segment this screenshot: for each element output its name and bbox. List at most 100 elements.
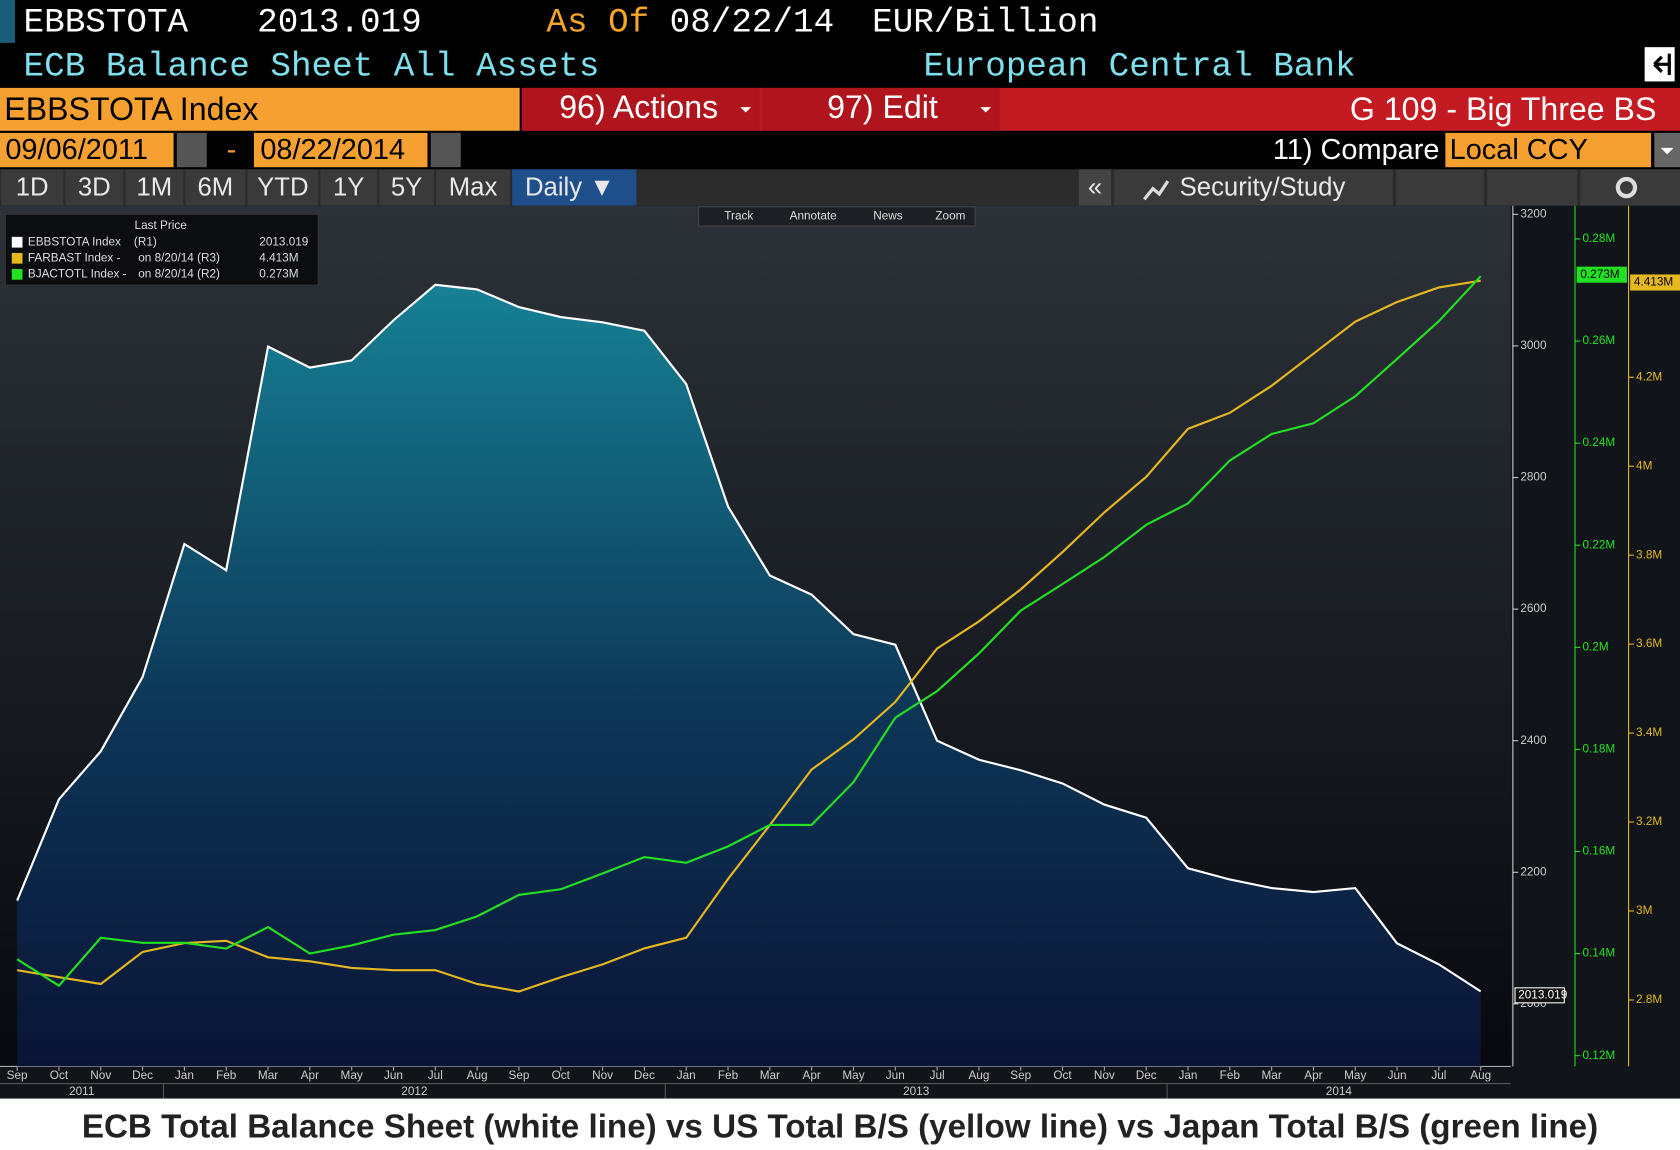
tick-label: 0.16M (1583, 845, 1616, 858)
x-tick-label: Jun (886, 1069, 905, 1082)
year-label: 2014 (1326, 1085, 1353, 1098)
legend-name: BJACTOTL Index - (28, 267, 127, 280)
start-date: 09/06/2011 (5, 134, 148, 166)
start-date-field[interactable] (0, 132, 174, 168)
compare[interactable]: 11) Compare (1273, 134, 1440, 166)
collapse: « (1088, 173, 1102, 201)
period-label: 1Y (333, 173, 364, 201)
x-tick-label: Jun (1388, 1069, 1407, 1082)
tick-label: 0.18M (1583, 743, 1616, 756)
tool-button[interactable]: Zoom (935, 210, 965, 223)
tick-label: 3000 (1520, 339, 1547, 352)
x-tick-label: Nov (592, 1069, 613, 1082)
tick-label: 0.2M (1583, 640, 1609, 653)
period-button[interactable] (247, 169, 319, 206)
tick-label: 2200 (1520, 865, 1547, 878)
last-price-badge (1630, 274, 1680, 291)
period-button[interactable] (185, 169, 246, 206)
x-tick-label: Oct (50, 1069, 69, 1082)
gear-icon (1615, 176, 1638, 199)
tool-button[interactable]: News (873, 210, 903, 223)
tool-button[interactable]: Track (724, 210, 753, 223)
year-label: 2011 (69, 1085, 94, 1098)
x-tick-label: Feb (216, 1069, 237, 1082)
legend-note: on 8/20/14 (R2) (138, 267, 220, 280)
period-button[interactable] (1, 169, 64, 206)
year-label: 2012 (401, 1085, 427, 1098)
frequency: Daily ▼ (525, 173, 615, 201)
period-button[interactable] (125, 169, 184, 206)
collapse-button[interactable] (1078, 169, 1112, 206)
tick-label: 2800 (1520, 471, 1547, 484)
export-icon[interactable] (1644, 47, 1675, 82)
x-tick-label: Mar (258, 1069, 278, 1082)
x-tick-label: Feb (1220, 1069, 1241, 1082)
date-separator: - (227, 134, 237, 166)
tick-label: 4M (1636, 459, 1652, 472)
legend-swatch (11, 236, 23, 248)
end-date-field[interactable] (253, 132, 428, 168)
x-tick-label: Nov (90, 1069, 111, 1082)
tick-label: 0.28M (1583, 232, 1616, 245)
caption: ECB Total Balance Sheet (white line) vs … (82, 1108, 1598, 1145)
period-button[interactable] (65, 169, 124, 206)
tick-label: 3.2M (1636, 815, 1662, 828)
price: 2013.019 (257, 4, 422, 43)
currency: Local CCY (1450, 134, 1588, 166)
x-tick-label: Feb (718, 1069, 739, 1082)
x-tick-label: Aug (467, 1069, 488, 1082)
actions-button[interactable] (521, 87, 760, 131)
icon-button[interactable] (1396, 169, 1484, 206)
tick-label: 0.22M (1583, 538, 1616, 551)
security: EBBSTOTA Index (4, 91, 258, 127)
x-tick-label: Apr (1304, 1069, 1322, 1082)
tick-label: 0.24M (1583, 436, 1616, 449)
settings-button[interactable] (1580, 169, 1680, 206)
calendar-icon[interactable] (430, 132, 461, 168)
dropdown-arrow (1660, 147, 1674, 155)
x-tick-label: Jul (1431, 1069, 1446, 1082)
period-button[interactable] (320, 169, 378, 206)
line (16, 283, 1482, 993)
icon-button[interactable] (1487, 169, 1578, 206)
period-label: 1M (136, 173, 172, 201)
tick-label: 3.4M (1636, 726, 1662, 739)
dropdown-arrow (740, 107, 752, 113)
x-tick-label: Aug (968, 1069, 989, 1082)
legend-value: 2013.019 (259, 235, 308, 248)
x-tick-label: Oct (1053, 1069, 1072, 1082)
edit: 97) Edit (827, 89, 938, 125)
line (16, 279, 1481, 993)
x-tick-label: Jun (384, 1069, 403, 1082)
chart-tools (698, 206, 976, 227)
x-tick-label: May (1344, 1069, 1366, 1082)
security-field[interactable] (0, 87, 520, 131)
period-label: YTD (257, 173, 308, 201)
period-label: 6M (198, 173, 234, 201)
currency-field[interactable] (1445, 132, 1652, 168)
as-of-date: 08/22/14 (670, 4, 835, 43)
period-button[interactable] (379, 169, 434, 206)
tick-label: 2600 (1520, 602, 1547, 615)
period-label: Max (449, 173, 498, 201)
security-study-button[interactable] (1114, 169, 1393, 206)
tick-label: 0.26M (1583, 334, 1616, 347)
caption-bar (0, 1098, 1680, 1150)
source: European Central Bank (924, 48, 1356, 87)
tick-label: 2.8M (1636, 993, 1662, 1006)
x-tick-label: Sep (7, 1069, 28, 1082)
end-date: 08/22/2014 (260, 134, 405, 166)
x-tick-label: Dec (1136, 1069, 1157, 1082)
actions: 96) Actions (559, 89, 718, 125)
period-button[interactable] (436, 169, 510, 206)
tick-label: 4.2M (1636, 370, 1662, 383)
calendar-icon[interactable] (176, 132, 207, 168)
edit-button[interactable] (761, 87, 1000, 131)
tool-button[interactable]: Annotate (790, 210, 838, 223)
x-tick-label: Mar (760, 1069, 780, 1082)
frequency-button[interactable] (512, 169, 637, 206)
x-tick-label: Jul (930, 1069, 945, 1082)
area (17, 284, 1481, 1067)
